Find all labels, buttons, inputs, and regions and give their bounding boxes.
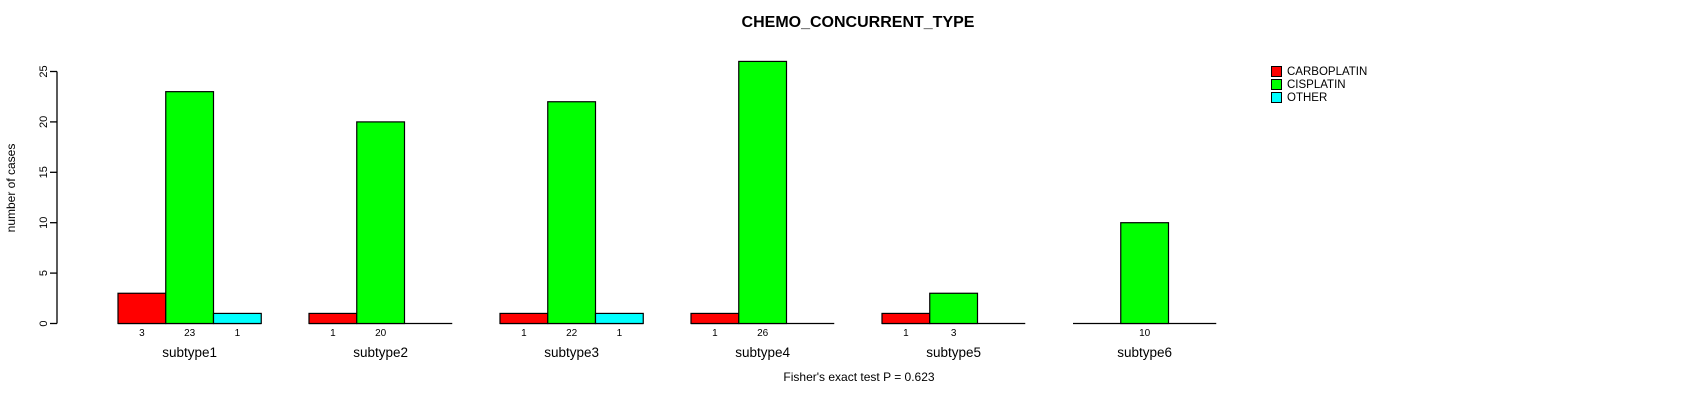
y-axis-label: number of cases <box>4 144 18 233</box>
bar-value-label: 1 <box>235 328 241 339</box>
bar-subtype3-cisplatin <box>547 101 597 325</box>
legend-item-other: OTHER <box>1271 91 1367 104</box>
legend-label: OTHER <box>1287 91 1328 104</box>
y-tick-label: 20 <box>38 116 50 128</box>
bar-subtype3-carboplatin <box>499 312 549 325</box>
bar-value-label: 1 <box>330 328 336 339</box>
bar-subtype1-carboplatin <box>117 292 167 325</box>
fisher-test-annotation: Fisher's exact test P = 0.623 <box>783 370 935 384</box>
y-tick-label: 0 <box>38 320 50 326</box>
x-category-label-subtype1: subtype1 <box>162 345 217 360</box>
bar-value-label: 1 <box>712 328 718 339</box>
legend-swatch <box>1271 66 1282 77</box>
bar-subtype4-cisplatin <box>738 60 788 325</box>
bar-value-label: 1 <box>617 328 623 339</box>
legend-label: CARBOPLATIN <box>1287 65 1368 78</box>
chart-title: CHEMO_CONCURRENT_TYPE <box>741 14 975 31</box>
bar-value-label: 3 <box>951 328 957 339</box>
x-category-label-subtype3: subtype3 <box>544 345 599 360</box>
bar-value-label: 1 <box>903 328 909 339</box>
bar-subtype6-cisplatin <box>1120 222 1170 325</box>
legend-item-carboplatin: CARBOPLATIN <box>1271 65 1367 78</box>
bar-value-label: 22 <box>566 328 578 339</box>
legend-label: CISPLATIN <box>1287 78 1346 91</box>
bar-value-label: 1 <box>521 328 527 339</box>
x-category-label-subtype6: subtype6 <box>1117 345 1172 360</box>
x-category-label-subtype2: subtype2 <box>353 345 408 360</box>
legend-swatch <box>1271 79 1282 90</box>
bar-subtype2-cisplatin <box>356 121 406 325</box>
bar-value-label: 20 <box>375 328 387 339</box>
bar-subtype1-other <box>212 312 262 325</box>
bar-subtype5-cisplatin <box>929 292 979 325</box>
bar-subtype4-carboplatin <box>690 312 740 325</box>
bar-value-label: 10 <box>1139 328 1151 339</box>
x-category-label-subtype5: subtype5 <box>926 345 981 360</box>
bar-value-label: 26 <box>757 328 769 339</box>
bar-subtype3-other <box>594 312 644 325</box>
y-tick-label: 25 <box>38 65 50 77</box>
legend: CARBOPLATIN CISPLATIN OTHER <box>1271 65 1367 104</box>
y-tick-label: 10 <box>38 217 50 229</box>
bar-value-label: 23 <box>184 328 196 339</box>
y-tick-label: 15 <box>38 166 50 178</box>
legend-item-cisplatin: CISPLATIN <box>1271 78 1367 91</box>
y-tick-label: 5 <box>38 270 50 276</box>
legend-swatch <box>1271 92 1282 103</box>
bar-subtype2-carboplatin <box>308 312 358 325</box>
bar-subtype5-carboplatin <box>881 312 931 325</box>
x-category-label-subtype4: subtype4 <box>735 345 790 360</box>
bar-subtype1-cisplatin <box>165 91 215 325</box>
bar-value-label: 3 <box>139 328 145 339</box>
